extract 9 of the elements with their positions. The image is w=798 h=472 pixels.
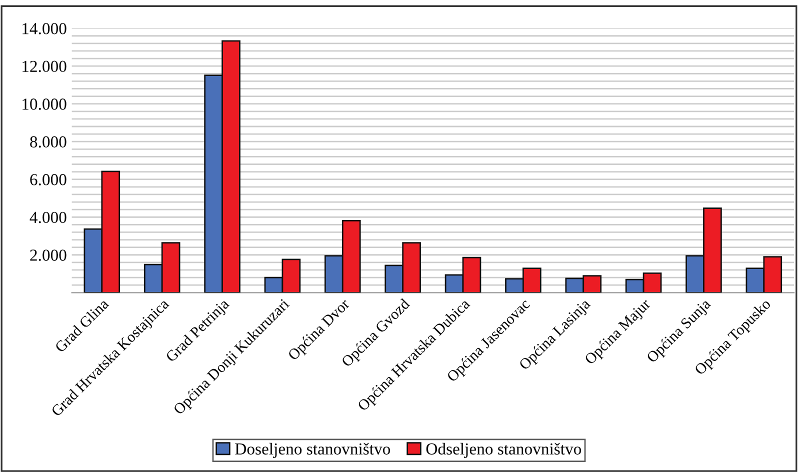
y-tick-label: 8.000 xyxy=(30,136,66,148)
legend-label: Doseljeno stanovništvo xyxy=(235,442,390,458)
legend-label: Odseljeno stanovništvo xyxy=(426,442,582,458)
y-tick-label: 12.000 xyxy=(22,60,66,72)
y-tick-label: 14.000 xyxy=(22,23,66,34)
y-tick-label: 10.000 xyxy=(22,98,66,110)
y-tick-label: 6.000 xyxy=(30,174,66,186)
y-tick-label: 2.000 xyxy=(30,250,66,261)
y-tick-label: 4.000 xyxy=(30,212,66,224)
